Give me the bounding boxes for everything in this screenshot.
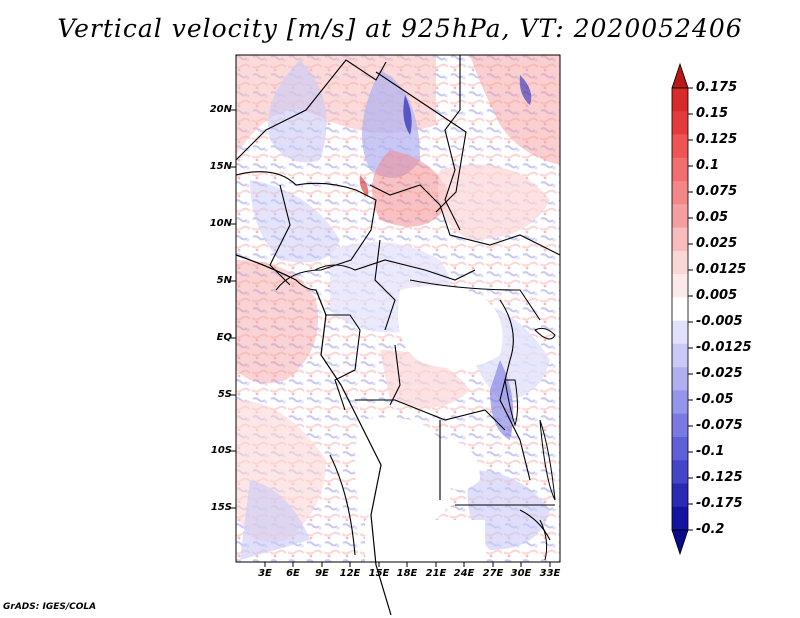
colorbar-label: 0.1 (696, 158, 720, 173)
colorbar-bottom-arrow (671, 529, 689, 556)
colorbar-segment (672, 343, 688, 368)
colorbar-segment (672, 483, 688, 508)
colorbar-label: 0.025 (696, 236, 738, 251)
lakes (504, 327, 556, 561)
masked-terrain (355, 286, 503, 562)
colorbar-segment (672, 390, 688, 415)
colorbar-label: -0.2 (696, 522, 725, 537)
colorbar-label: 0.05 (696, 210, 729, 225)
lon-label: 27E (482, 568, 504, 579)
colorbar-segment (672, 88, 688, 112)
colorbar-label: -0.025 (696, 366, 743, 381)
lat-label: 5N (216, 275, 232, 286)
coastline (235, 254, 392, 616)
colorbar-label: -0.1 (696, 444, 725, 459)
colorbar-label: -0.125 (696, 470, 743, 485)
lon-label: 9E (315, 568, 329, 579)
map-frame (235, 54, 561, 563)
lon-label: 15E (368, 568, 390, 579)
colorbar-segment (672, 181, 688, 205)
colorbar-segment (672, 436, 688, 461)
colorbar-segment (672, 413, 688, 438)
colorbar-segment (672, 297, 688, 322)
colorbar-segment (672, 274, 688, 298)
colorbar-segment (672, 111, 688, 136)
colorbar-segment (672, 320, 688, 345)
lat-label: 15S (210, 502, 232, 513)
colorbar-segment (672, 367, 688, 391)
colorbar-segment (672, 204, 688, 229)
colorbar-label: 0.075 (696, 184, 738, 199)
credit-text: GrADS: IGES/COLA (3, 602, 97, 612)
lon-label: 18E (396, 568, 418, 579)
lon-label: 3E (258, 568, 272, 579)
colorbar-label: -0.05 (696, 392, 734, 407)
lat-label: 10S (210, 445, 232, 456)
colorbar-label: 0.0125 (696, 262, 747, 277)
colorbar-label: -0.175 (696, 496, 743, 511)
colorbar-label: 0.175 (696, 80, 738, 95)
lat-label: 5S (217, 389, 232, 400)
colorbar-segment (672, 227, 688, 252)
lon-label: 6E (286, 568, 300, 579)
lon-label: 30E (510, 568, 532, 579)
colorbar-label: -0.075 (696, 418, 743, 433)
lon-label: 12E (339, 568, 361, 579)
colorbar-label: -0.005 (696, 314, 743, 329)
velocity-field (236, 55, 560, 562)
colorbar-segment (672, 460, 688, 484)
lat-label: 20N (209, 104, 232, 115)
colorbar-segment (672, 157, 688, 182)
colorbar-label: -0.0125 (696, 340, 752, 355)
lon-label: 33E (539, 568, 561, 579)
lat-label: 10N (209, 218, 232, 229)
lat-label: EQ (216, 332, 232, 343)
colorbar-outline (671, 87, 689, 531)
colorbar-top-arrow (671, 62, 689, 89)
country-borders (235, 55, 561, 556)
lon-ticks (264, 562, 551, 567)
colorbar-segment (672, 134, 688, 159)
lon-label: 21E (425, 568, 447, 579)
colorbar-segment (672, 250, 688, 275)
colorbar-label: 0.125 (696, 132, 738, 147)
lat-label: 15N (209, 161, 232, 172)
lon-label: 24E (453, 568, 475, 579)
colorbar-label: 0.15 (696, 106, 729, 121)
colorbar-label: 0.005 (696, 288, 738, 303)
colorbar-segment (672, 506, 688, 531)
chart-title: Vertical velocity [m/s] at 925hPa, VT: 2… (57, 14, 743, 43)
lat-ticks (231, 109, 236, 509)
